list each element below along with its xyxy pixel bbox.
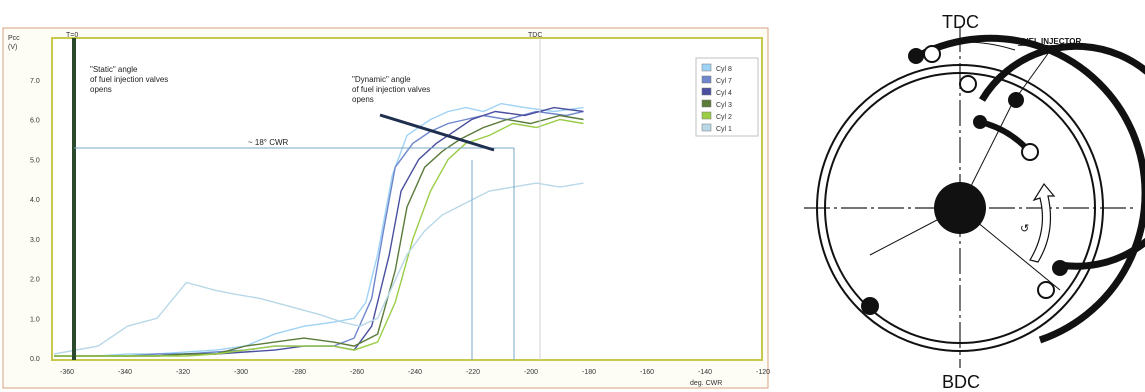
valve-dot-3 [959,75,977,93]
valve-dot-6 [1021,143,1039,161]
tdc-text: TDC [942,12,979,32]
series-line-5 [54,118,584,357]
legend-label: Cyl 4 [716,90,732,97]
fuel-injector-text: FUEL INJECTOR [1018,37,1081,46]
x-tick-label: -300 [234,369,248,376]
x-tick-label: -160 [640,369,654,376]
injector-leader [1015,47,1053,99]
legend-label: Cyl 7 [716,78,732,85]
x-tick-label: -260 [350,369,364,376]
x-tick-label: -320 [176,369,190,376]
inner-thick-arc [978,42,1145,270]
dynamic-pointer [379,113,495,152]
plot-area [51,37,763,361]
y-axis-ticks: 0.0 1.0 2.0 3.0 4.0 5.0 6.0 7.0 [30,78,40,363]
legend-label: Cyl 3 [716,102,732,109]
rotation-mark: ↺ [1020,223,1029,235]
static-annotation-line1: "Static" angle [90,65,138,74]
valve-dot-8 [1037,281,1055,299]
dynamic-annotation-line1: "Dynamic" angle [352,75,411,84]
legend-swatch [701,123,712,132]
x-tick-label: -360 [60,369,74,376]
series-line-4 [54,114,584,357]
bdc-text: BDC [942,372,980,392]
static-annotation-line2: of fuel injection valves [90,75,168,84]
legend-swatch [701,75,712,84]
y-tick-label: 2.0 [30,277,40,284]
span-annotation: ~ 18° CWR [248,138,289,147]
valve-dot-2 [923,45,941,63]
y-tick-label: 0.0 [30,356,40,363]
valve-dot-7 [1052,260,1068,276]
valve-dot-9 [861,297,879,315]
legend-label: Cyl 8 [716,66,732,73]
dynamic-annotation-line3: opens [352,95,374,104]
x-tick-label: -120 [756,369,770,376]
legend-swatch [701,99,712,108]
rotation-arrow-icon [1029,182,1056,263]
left-marker-label: T=0 [66,32,78,39]
y-tick-label: 6.0 [30,118,40,125]
injector-spoke [959,99,1015,209]
valve-dot-5 [973,115,987,129]
y-axis-label-line1: Pcc [8,35,20,42]
legend-swatch [701,111,712,120]
series-lines [53,102,584,357]
y-tick-label: 7.0 [30,78,40,85]
y-tick-label: 4.0 [30,197,40,204]
fuel-injection-chart: Pcc (V) T=0 TDC deg. CWR 0.0 1.0 2.0 3.0 4.0… [2,27,771,389]
x-tick-label: -180 [582,369,596,376]
series-line-6 [53,182,584,355]
y-tick-label: 3.0 [30,237,40,244]
x-axis-ticks: -360 -340 -320 -300 -280 -260 -240 -220 -200 -180… [60,369,770,376]
x-tick-label: -220 [466,369,480,376]
middle-ring-thin [824,72,1096,344]
legend-swatch [701,87,712,96]
legend-swatch [701,63,712,72]
x-tick-label: -140 [698,369,712,376]
right-spoke [959,207,1061,291]
valve-dot-4 [1008,92,1024,108]
lower-spoke [869,207,961,256]
legend-label: Cyl 1 [716,126,732,133]
x-tick-label: -200 [524,369,538,376]
valve-dot-1 [908,48,924,64]
y-axis-label-line2: (V) [8,44,17,51]
inner-short-arc [979,119,1031,153]
x-tick-label: -340 [118,369,132,376]
angle-arc [959,41,1016,51]
y-tick-label: 1.0 [30,316,40,323]
tdc-label: TDC [528,32,542,39]
outer-thick-arc [918,34,1145,344]
dynamic-annotation-line2: of fuel injection valves [352,85,430,94]
static-annotation-line3: opens [90,85,112,94]
series-line-1 [54,102,584,357]
legend-label: Cyl 2 [716,114,732,121]
outer-ring-thin [816,64,1104,352]
legend: Cyl 8 Cyl 7 Cyl 4 Cyl 3 Cyl 2 Cyl 1 [695,57,759,137]
y-tick-label: 5.0 [30,157,40,164]
x-tick-label: -240 [408,369,422,376]
x-tick-label: -280 [292,369,306,376]
x-axis-label: deg. CWR [690,380,722,387]
valve-timing-diagram: ↺ TDC BDC ~18° FUEL INJECTOR [804,12,1145,392]
angle-text: ~18° [970,35,987,44]
